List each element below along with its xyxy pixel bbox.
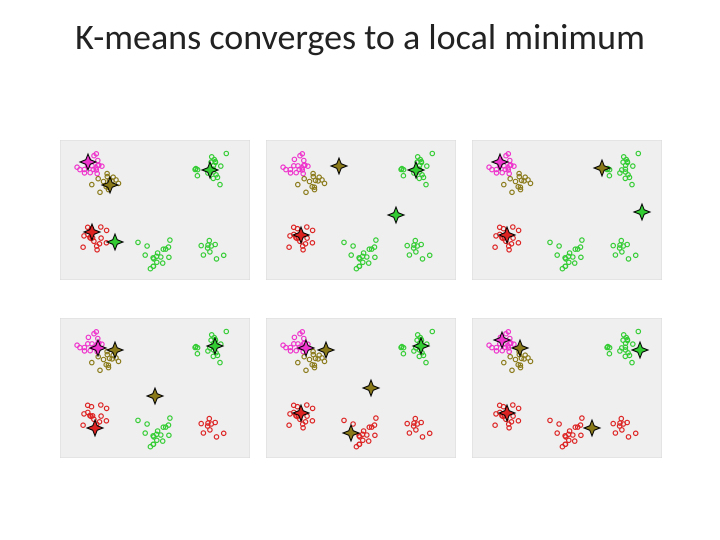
scatter-panel (266, 140, 456, 280)
panel-grid (60, 140, 660, 458)
scatter-plot (266, 140, 456, 280)
scatter-panel (472, 318, 662, 458)
scatter-plot (472, 318, 662, 458)
slide: K-means converges to a local minimum (0, 0, 720, 540)
scatter-panel (60, 140, 250, 280)
scatter-panel (60, 318, 250, 458)
scatter-plot (60, 140, 250, 280)
scatter-panel (472, 140, 662, 280)
slide-title: K-means converges to a local minimum (0, 0, 720, 66)
scatter-plot (60, 318, 250, 458)
scatter-panel (266, 318, 456, 458)
scatter-plot (472, 140, 662, 280)
scatter-plot (266, 318, 456, 458)
